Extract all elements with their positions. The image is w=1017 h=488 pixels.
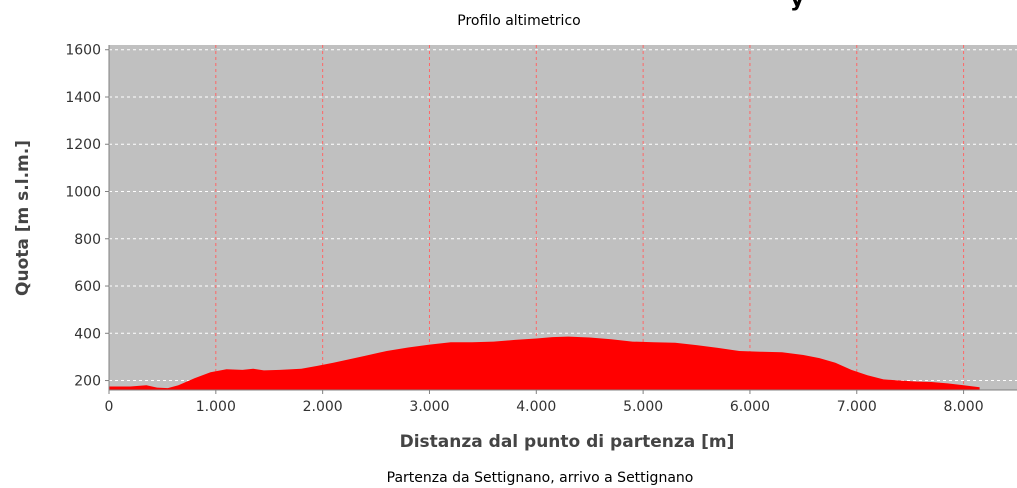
x-tick-label-0: 0 <box>105 399 114 415</box>
y-tick-label-5: 1200 <box>65 137 101 153</box>
x-tick-label-5: 5.000 <box>623 399 663 415</box>
x-tick-label-6: 6.000 <box>730 399 770 415</box>
y-tick-label-2: 600 <box>74 279 101 295</box>
x-tick-label-3: 3.000 <box>409 399 449 415</box>
y-tick-label-7: 1600 <box>65 43 101 59</box>
x-tick-label-8: 8.000 <box>944 399 984 415</box>
x-axis-title: Distanza dal punto di partenza [m] <box>400 432 735 452</box>
x-tick-label-4: 4.000 <box>516 399 556 415</box>
y-axis-ticks: 200 400 600 800 1000 1200 1400 1600 <box>65 43 109 390</box>
x-tick-label-1: 1.000 <box>196 399 236 415</box>
y-tick-label-3: 800 <box>74 232 101 248</box>
y-tick-label-1: 400 <box>74 326 101 342</box>
chart-footer: Partenza da Settignano, arrivo a Settign… <box>387 470 694 486</box>
y-tick-label-4: 1000 <box>65 185 101 201</box>
y-axis-title: Quota [m s.l.m.] <box>13 140 33 296</box>
x-tick-label-7: 7.000 <box>837 399 877 415</box>
y-tick-label-0: 200 <box>74 374 101 390</box>
chart-subtitle: Profilo altimetrico <box>457 13 580 29</box>
clipped-title-fragment: y <box>790 0 804 12</box>
x-axis-ticks: 0 1.000 2.000 3.000 4.000 5.000 6.000 7.000 8.00… <box>105 390 984 415</box>
y-tick-label-6: 1400 <box>65 90 101 106</box>
x-tick-label-2: 2.000 <box>303 399 343 415</box>
